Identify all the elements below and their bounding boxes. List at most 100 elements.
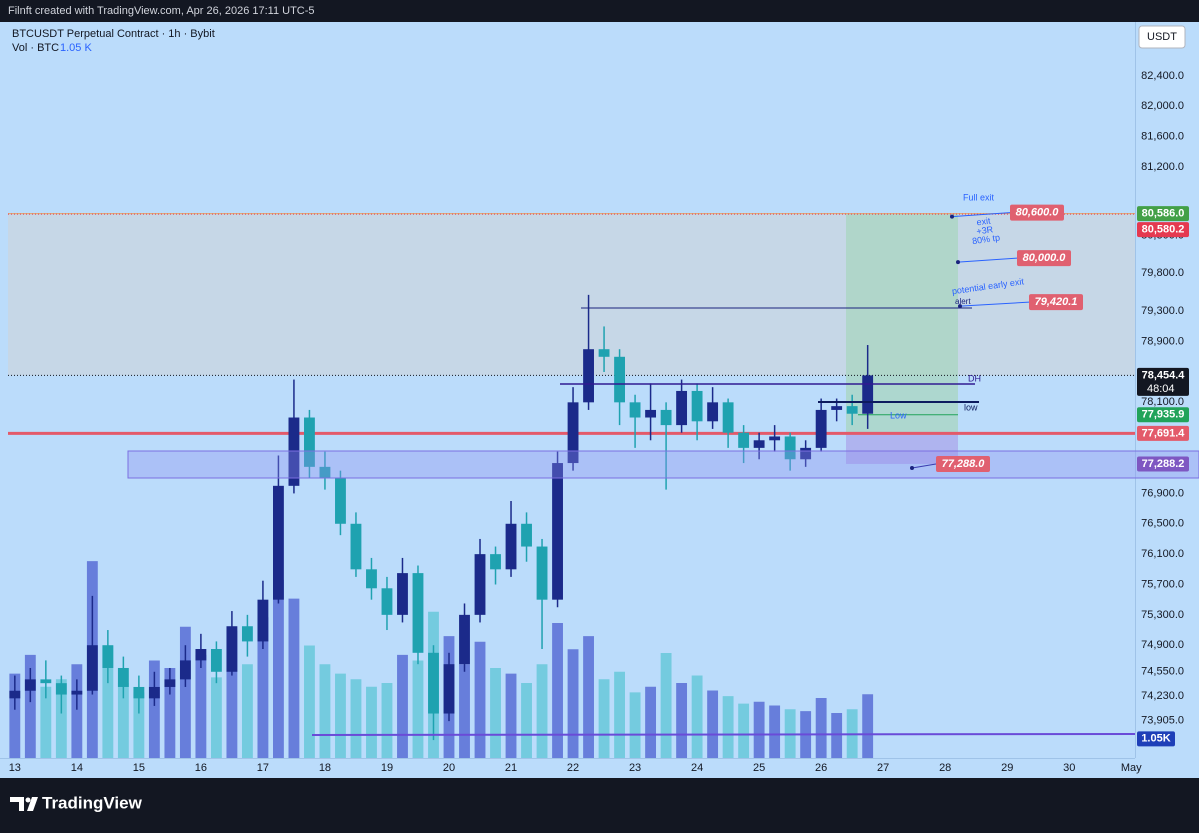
note-price: 79,420.1 [1035,296,1078,308]
volume-bar [288,598,300,758]
candle-body [350,523,362,570]
volume-bar [117,683,129,758]
volume-bar [148,660,160,758]
volume-bar [505,673,517,758]
note-price: 77,288.0 [942,458,986,470]
price-label: 77,691.4 [1142,427,1186,439]
candle-body [521,523,532,547]
volume-label: 1.05K [1141,733,1170,745]
volume-bar [676,683,688,758]
candle-body [195,649,207,661]
volume-bar [831,713,843,758]
volume-legend-value: 1.05 K [60,42,92,54]
header-title: Filnft created with TradingView.com, Apr… [8,5,315,17]
candle-body [241,626,253,642]
candle-body [304,417,315,467]
x-tick-label: 25 [753,762,765,774]
note-price: 80,600.0 [1016,206,1060,218]
candle-body [474,554,486,615]
price-label-box [1137,206,1189,222]
note-anchor [910,465,914,470]
support-zone [127,450,1199,479]
candle-body [226,626,238,672]
x-tick-label: 13 [9,762,21,774]
countdown: 48:04 [1147,383,1175,395]
candle-body [800,447,812,460]
y-tick-label: 75,300.0 [1141,609,1184,621]
x-tick-label: 22 [567,762,579,774]
y-tick-label: 74,230.0 [1141,690,1184,702]
volume-label-box [1137,731,1175,747]
note-anchor [950,214,954,219]
y-tick-label: 82,400.0 [1141,70,1184,82]
volume-legend: Vol · BTC [12,42,59,54]
note-connector [959,301,1030,307]
candle-body [71,690,83,695]
y-tick-label: 76,900.0 [1141,487,1184,499]
candle-body [273,485,284,600]
y-tick-label: 81,600.0 [1141,131,1184,143]
x-tick-label: 29 [1001,762,1013,774]
price-label-box [1137,222,1189,238]
candle-body [319,466,331,479]
volume-bar [226,630,238,758]
volume-bar [753,701,765,758]
price-label-box [1137,367,1189,396]
candle-body [210,649,222,672]
candle-body [24,679,36,691]
y-tick-label: 76,500.0 [1141,518,1184,530]
note: low [964,402,978,412]
volume-bar [366,686,377,758]
note-box [1029,294,1083,311]
volume-bar [273,579,284,758]
candle-body [536,546,548,600]
volume-bar [769,705,781,758]
currency-button[interactable] [1138,25,1186,49]
y-tick-label: 82,000.0 [1141,100,1184,112]
volume-bar [24,654,36,758]
volume-bar [691,675,703,758]
logo-icon [25,797,31,803]
note: Low [890,410,907,420]
candle-body [40,679,52,684]
volume-bar [567,649,579,758]
candle-body [288,417,300,486]
volume-bar [179,626,191,758]
candle-body [505,523,517,570]
volume-bar [707,690,719,758]
candle-body [722,402,734,433]
x-tick-label: 23 [629,762,641,774]
note-connector [911,463,937,469]
volume-bar [552,623,563,758]
candle-body [381,588,393,615]
candle-body [815,409,827,448]
candle-body [86,645,98,691]
volume-bar [71,664,83,758]
volume-bar [521,683,532,758]
candle-body [629,402,641,418]
candle-body [660,409,672,426]
x-tick-label: 30 [1063,762,1075,774]
volume-bar [133,692,145,758]
volume-bar [815,698,827,758]
x-tick-label: 20 [443,762,455,774]
volume-bar [304,645,315,758]
candle-body [676,390,688,426]
x-tick-label: 16 [195,762,207,774]
candle-body [443,664,455,714]
currency-button-label[interactable]: USDT [1147,31,1177,43]
volume-bar [660,653,672,758]
y-tick-label: 73,905.0 [1141,715,1184,727]
candle-body [691,390,703,422]
volume-bar [598,679,610,758]
candle-body [459,614,470,665]
candle-body [9,690,21,699]
candle-body [567,402,579,464]
candle-body [598,349,610,357]
volume-bar [40,686,52,758]
note-anchor [956,260,960,265]
axis-border [1135,22,1136,758]
volume-bar [474,641,486,758]
note-box [1010,204,1064,221]
candle-body [614,356,625,403]
